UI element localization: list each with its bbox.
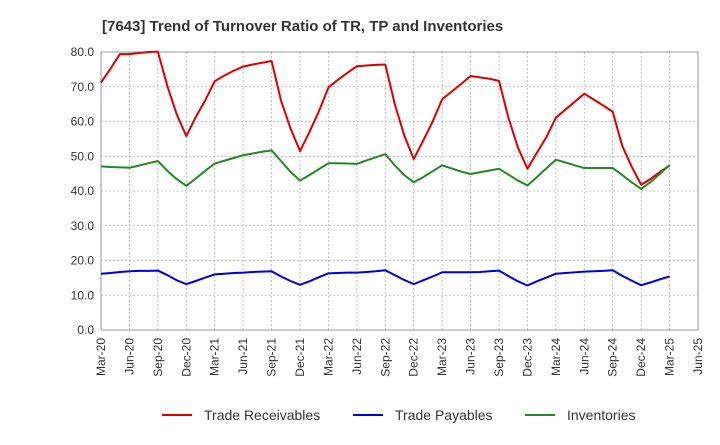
x-tick-label: Jun-24 [577,338,591,375]
legend-label-inventories: Inventories [567,407,635,423]
x-tick-label: Dec-24 [634,338,648,377]
legend-label-trade-payables: Trade Payables [395,407,493,423]
legend-label-trade-receivables: Trade Receivables [204,407,320,423]
x-tick-label: Sep-21 [265,338,279,377]
x-tick-label: Dec-23 [520,338,534,377]
axes: 0.0 10.0 20.0 30.0 40.0 50.0 60.0 70.0 80.0 Mar-2… [71,45,705,377]
x-tick-label: Mar-25 [663,338,677,376]
x-tick-label: Jun-22 [350,338,364,375]
x-tick-label: Mar-24 [549,338,563,376]
x-tick-label: Dec-20 [179,338,193,377]
x-tick-label: Jun-23 [464,338,478,375]
grid-lines [101,52,698,330]
y-tick-label: 10.0 [71,288,95,302]
y-tick-label: 20.0 [71,254,95,268]
x-tick-label: Jun-21 [236,338,250,375]
chart-title: [7643] Trend of Turnover Ratio of TR, TP… [102,18,503,35]
legend: Trade Receivables Trade Payables Inventori… [162,407,635,423]
y-tick-label: 50.0 [71,149,95,163]
y-tick-label: 40.0 [71,184,95,198]
series-line-trade-receivables [100,50,671,186]
x-tick-label: Mar-23 [435,338,449,376]
x-tick-label: Sep-22 [378,338,392,377]
series-lines [100,50,671,287]
x-tick-label: Jun-25 [691,338,705,375]
x-tick-label: Dec-21 [293,338,307,377]
x-tick-label: Sep-20 [151,338,165,377]
y-tick-label: 70.0 [71,80,95,94]
x-tick-label: Dec-22 [407,338,421,377]
series-line-trade-payables [100,269,670,287]
y-tick-label: 60.0 [71,115,95,129]
series-line-inventories [100,149,671,190]
x-tick-label: Sep-24 [606,338,620,377]
y-tick-label: 80.0 [71,45,95,59]
x-tick-label: Mar-21 [208,338,222,376]
y-tick-label: 0.0 [77,323,94,337]
x-tick-label: Jun-20 [122,338,136,375]
x-tick-label: Sep-23 [492,338,506,377]
plot-frame [100,51,699,331]
x-tick-label: Mar-22 [321,338,335,376]
y-tick-label: 30.0 [71,219,95,233]
x-tick-label: Mar-20 [94,338,108,376]
